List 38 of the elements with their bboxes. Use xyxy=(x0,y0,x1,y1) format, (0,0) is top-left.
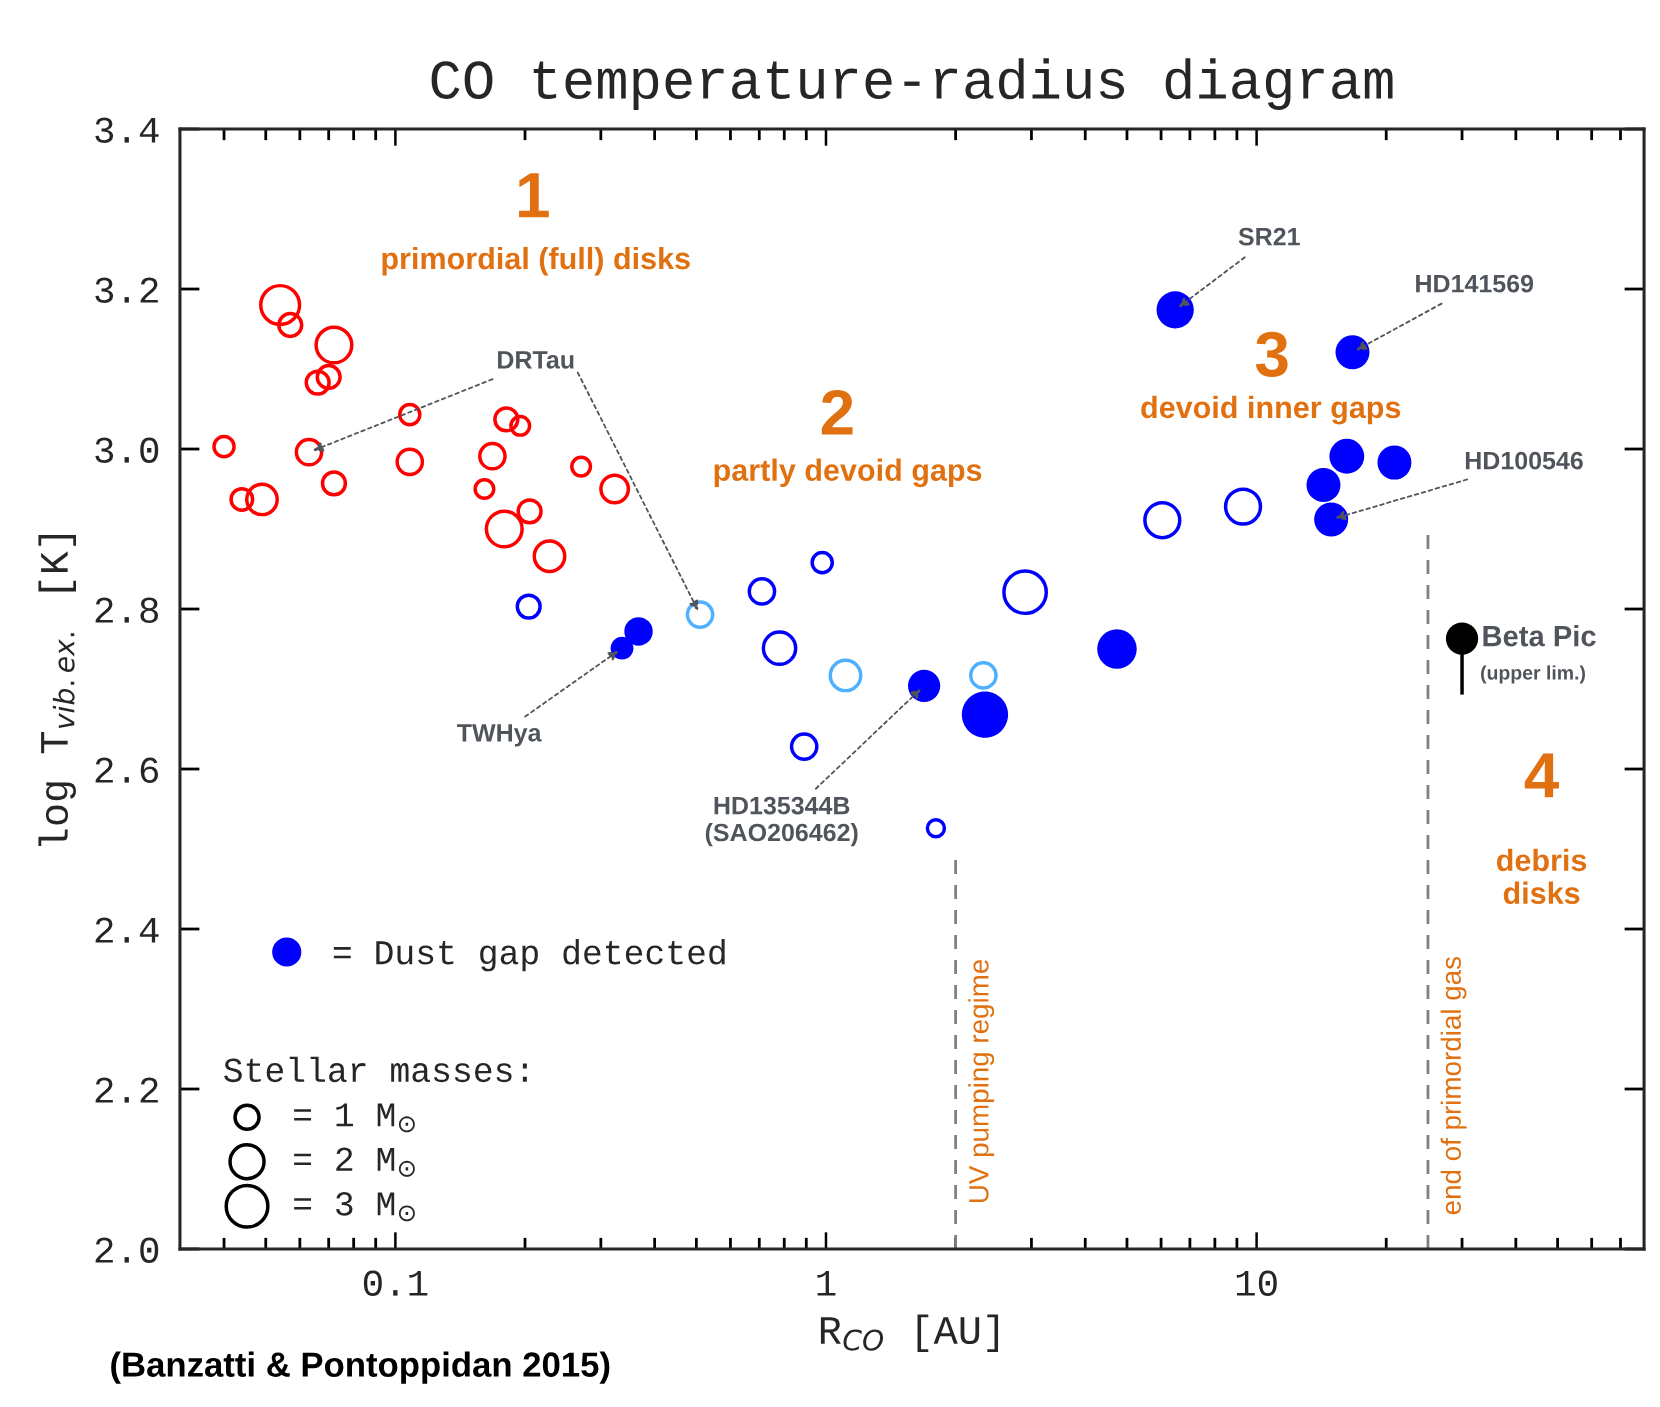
x-tick-label: 1 xyxy=(817,1270,836,1296)
y-tick-label: 3.2 xyxy=(95,277,158,303)
annotation: 2 xyxy=(821,389,853,435)
y-tick-label: 2.4 xyxy=(95,917,159,943)
y-tick-label: 2.8 xyxy=(95,597,159,623)
legend-label: = 2 M$_{⊙}$ xyxy=(294,1147,415,1177)
x-tick-label: 10 xyxy=(1236,1270,1277,1296)
legend-title: Stellar masses: xyxy=(224,1056,527,1083)
legend-label: = 1 M$_{⊙}$ xyxy=(294,1103,415,1133)
y-tick-label: 2.6 xyxy=(95,757,159,783)
ref-line-label: end of primordial gas xyxy=(1440,957,1467,1215)
annotation: devoid inner gaps xyxy=(1141,395,1401,425)
text: log T$_{vib.ex.}$ [K] xyxy=(38,535,76,847)
ref-line-label: UV pumping regime xyxy=(968,959,995,1203)
x-tick-label: 0.1 xyxy=(363,1270,428,1296)
annotation: debris disks xyxy=(1496,848,1587,905)
annotation: 4 xyxy=(1524,753,1559,798)
text: R$_{CO}$ [AU] xyxy=(820,1314,999,1353)
text: (Banzatti & Pontoppidan 2015) xyxy=(111,1351,610,1384)
chart-title: CO temperature-radius diagram xyxy=(431,58,1393,110)
series-label: Beta Pic xyxy=(1483,625,1596,647)
annotation: HD100546 xyxy=(1465,451,1583,470)
annotation: (upper lim.) xyxy=(1481,665,1585,684)
annotation: primordial (full) disks xyxy=(382,246,690,276)
annotation: HD141569 xyxy=(1416,274,1534,293)
annotation: partly devoid gaps xyxy=(714,458,982,488)
annotation: 3 xyxy=(1255,331,1288,377)
legend-label: = 3 M$_{⊙}$ xyxy=(294,1192,415,1222)
annotation: DRTau xyxy=(498,351,574,369)
y-tick-label: 2.0 xyxy=(95,1237,159,1263)
annotation: HD135344B (SAO206462) xyxy=(705,796,858,847)
annotation: SR21 xyxy=(1238,227,1300,246)
legend-label: = Dust gap detected xyxy=(333,938,725,972)
y-tick-label: 3.4 xyxy=(95,117,159,143)
y-tick-label: 3.0 xyxy=(95,437,159,463)
annotation: TWHya xyxy=(457,724,542,747)
annotation: 1 xyxy=(519,173,549,218)
y-tick-label: 2.2 xyxy=(95,1077,158,1103)
